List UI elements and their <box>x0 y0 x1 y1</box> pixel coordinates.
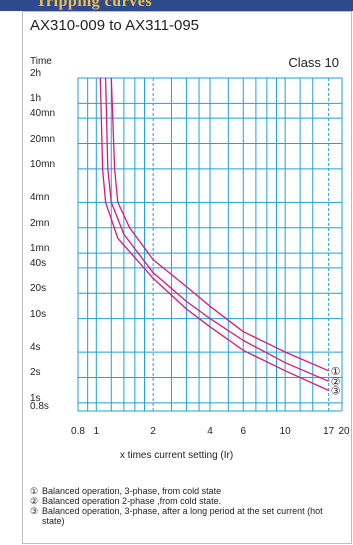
chart-frame <box>22 11 352 544</box>
legend: ① Balanced operation, 3-phase, from cold… <box>30 486 330 526</box>
x-tick-label: 4 <box>207 426 213 437</box>
banner: Tripping curves <box>0 0 353 11</box>
y-tick-label: 10s <box>30 308 47 320</box>
curve-line <box>110 77 329 372</box>
y-tick-label: 20s <box>30 283 47 295</box>
curve-markers: ①②③ <box>331 365 341 398</box>
curve-line <box>104 77 329 382</box>
curve-marker: ① <box>331 365 341 378</box>
y-tick-label: 4mn <box>30 192 50 204</box>
x-axis-label: x times current setting (Ir) <box>119 450 234 461</box>
banner-text: Tripping curves <box>36 0 153 10</box>
legend-text: Balanced operation 2-phase ,from cold st… <box>42 496 222 506</box>
curve-marker: ③ <box>331 385 341 398</box>
curve-marker: ② <box>331 375 341 388</box>
y-tick-label: 2mn <box>30 217 50 229</box>
y-tick-label: 0.8s <box>30 401 49 412</box>
y-tick-label: 1s <box>30 392 41 404</box>
class-annotation: Class 10 <box>288 55 339 70</box>
x-tick-label: 1 <box>93 426 100 437</box>
x-tick-label: 2 <box>150 426 156 437</box>
y-tick-label: 20mn <box>30 133 56 145</box>
grid-lines <box>77 77 343 412</box>
x-tick-label: 6 <box>240 426 247 437</box>
y-tick-label: 2s <box>30 367 41 379</box>
y-tick-label: 40mn <box>30 108 56 120</box>
y-tick-label: 2h <box>30 68 42 79</box>
y-tick-label: 40s <box>30 257 47 269</box>
curve-line <box>99 77 329 392</box>
legend-marker: ② <box>30 496 39 506</box>
x-tick-label: 20 <box>338 426 350 437</box>
curves <box>99 77 329 392</box>
legend-item-1: ① Balanced operation, 3-phase, from cold… <box>30 486 330 496</box>
legend-marker: ① <box>30 486 39 496</box>
legend-item-3: ③ Balanced operation, 3-phase, after a l… <box>30 506 330 526</box>
legend-text: Balanced operation, 3-phase, after a lon… <box>42 506 323 526</box>
y-axis-label: Time <box>30 56 52 67</box>
chart-title: AX310-009 to AX311-095 <box>30 17 200 34</box>
y-tick-label: 10mn <box>30 158 56 170</box>
x-tick-label: 17 <box>323 426 335 437</box>
y-tick-label: 1mn <box>30 243 50 255</box>
x-tick-label: 10 <box>279 426 291 437</box>
legend-marker: ③ <box>30 506 39 516</box>
y-tick-label: 4s <box>30 342 41 354</box>
legend-item-2: ② Balanced operation 2-phase ,from cold … <box>30 496 330 506</box>
x-tick-label: 0.8 <box>71 426 85 437</box>
legend-text: Balanced operation, 3-phase, from cold s… <box>42 486 222 496</box>
y-tick-label: 1h <box>30 93 42 105</box>
